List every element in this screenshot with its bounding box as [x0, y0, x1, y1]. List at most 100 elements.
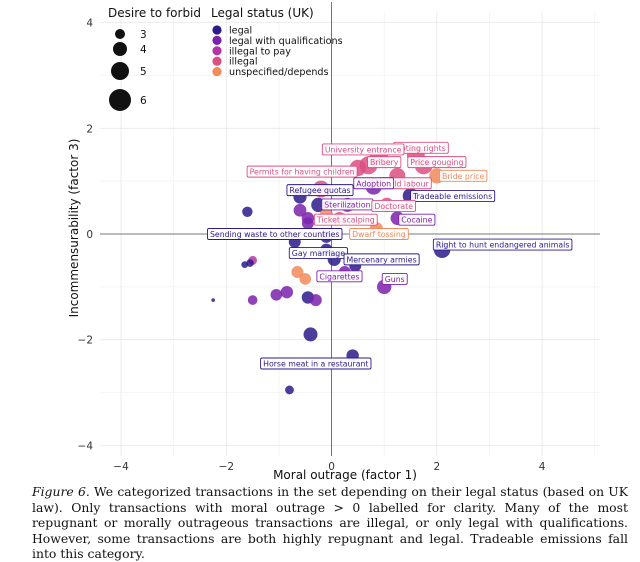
- data-point: [211, 298, 215, 302]
- point-label: Mercenary armies: [343, 253, 420, 266]
- point-label-box: [288, 247, 348, 259]
- point-label-box: [353, 177, 395, 190]
- x-tick-label: 0: [328, 461, 335, 473]
- y-axis-label: Incommensurability (factor 3): [67, 139, 81, 318]
- data-point: [293, 203, 307, 217]
- point-label: Horse meat in a restaurant: [260, 357, 372, 370]
- point-label: Bride price: [439, 169, 488, 182]
- point-label-box: [371, 200, 417, 212]
- color-legend-title: Legal status (UK): [211, 6, 314, 20]
- size-legend-label: 4: [140, 44, 147, 56]
- color-legend-symbol: [212, 25, 222, 35]
- x-tick-label: 2: [433, 461, 440, 473]
- point-label-box: [321, 143, 405, 156]
- point-label-box: [407, 156, 467, 169]
- point-label: University entrance: [321, 143, 405, 156]
- data-point: [280, 285, 294, 299]
- data-point: [309, 294, 322, 307]
- point-label-text: Permits for having children: [250, 168, 355, 177]
- size-legend-label: 3: [140, 29, 147, 41]
- data-point: [247, 295, 258, 305]
- point-label-box: [349, 228, 409, 240]
- size-legend-symbol: [109, 89, 131, 111]
- point-label-text: Cigarettes: [319, 272, 359, 281]
- point-label-text: Child labour: [382, 179, 430, 188]
- x-axis-label: Moral outrage (factor 1): [273, 468, 417, 482]
- point-label-text: Mercenary armies: [347, 255, 417, 264]
- size-legend-label: 6: [140, 95, 147, 107]
- point-label: Ticket scalping: [313, 213, 378, 226]
- point-label-text: Adoption: [356, 179, 391, 188]
- color-legend-label: legal with qualifications: [229, 36, 343, 47]
- point-label-text: Tradeable emissions: [412, 192, 492, 201]
- point-label-text: Guns: [385, 275, 405, 284]
- point-label: Right to hunt endangered animals: [432, 238, 573, 251]
- size-legend: Desire to forbid 3 4 5 6: [108, 6, 201, 111]
- y-tick-label: 0: [86, 229, 93, 241]
- point-label-box: [367, 156, 402, 169]
- point-label-text: Sending waste to other countries: [210, 230, 340, 239]
- point-label: Gay marriage: [288, 247, 348, 259]
- color-legend-label: illegal to pay: [229, 46, 291, 57]
- point-label: Doctorate: [371, 200, 417, 212]
- point-label: Guns: [381, 272, 408, 285]
- point-label-text: Doctorate: [374, 202, 413, 211]
- point-label-box: [398, 213, 436, 226]
- color-legend-symbol: [212, 67, 222, 77]
- point-label-text: Right to hunt endangered animals: [436, 241, 570, 250]
- point-label-box: [260, 357, 372, 370]
- point-label-text: Price gouging: [410, 158, 463, 167]
- point-label: Cocaine: [398, 213, 436, 226]
- point-label-box: [313, 213, 378, 226]
- size-legend-label: 5: [140, 66, 147, 78]
- caption-label: Figure 6.: [32, 484, 90, 499]
- point-label-box: [286, 184, 354, 197]
- data-point: [291, 266, 304, 279]
- point-label-box: [439, 169, 488, 182]
- point-label-box: [207, 228, 343, 240]
- point-label: Dwarf tossing: [349, 228, 409, 240]
- x-tick-label: 4: [539, 461, 546, 473]
- color-legend-symbol: [212, 35, 222, 46]
- point-label-box: [381, 272, 408, 285]
- color-legend-symbol: [212, 56, 222, 66]
- size-legend-symbol: [113, 42, 127, 56]
- y-tick-label: 4: [86, 18, 93, 30]
- y-tick-label: −4: [78, 440, 94, 452]
- caption-text: We categorized transactions in the set d…: [32, 484, 628, 562]
- point-label-box: [432, 238, 573, 251]
- point-label: Bribery: [367, 156, 402, 169]
- point-label-text: Voting rights: [396, 144, 445, 153]
- point-label-box: [316, 270, 363, 283]
- point-label-text: Refugee quotas: [289, 186, 350, 195]
- size-legend-title: Desire to forbid: [108, 6, 201, 20]
- color-legend-label: legal: [229, 26, 252, 37]
- point-label: Sterilization: [321, 198, 374, 211]
- x-tick-label: −2: [219, 461, 234, 473]
- point-label-text: Dwarf tossing: [352, 230, 406, 239]
- point-label: Refugee quotas: [286, 184, 354, 197]
- data-point: [303, 327, 318, 342]
- color-legend-symbol: [212, 46, 222, 56]
- point-label: Sending waste to other countries: [207, 228, 343, 240]
- point-label: Permits for having children: [246, 165, 358, 178]
- point-label-box: [246, 165, 358, 178]
- y-tick-label: −2: [78, 335, 93, 347]
- x-tick-label: −4: [113, 461, 129, 473]
- point-label: Tradeable emissions: [410, 189, 496, 202]
- data-point: [299, 273, 312, 285]
- point-label-text: Gay marriage: [292, 249, 345, 258]
- data-point: [301, 217, 314, 230]
- data-point: [242, 206, 253, 217]
- point-label-box: [343, 253, 420, 266]
- point-label-text: University entrance: [325, 145, 402, 154]
- color-legend-label: illegal: [229, 57, 258, 68]
- point-label-text: Ticket scalping: [316, 216, 375, 225]
- point-label: Adoption: [353, 177, 395, 190]
- data-point: [241, 261, 249, 269]
- size-legend-symbol: [111, 62, 129, 80]
- point-label: Price gouging: [407, 156, 467, 169]
